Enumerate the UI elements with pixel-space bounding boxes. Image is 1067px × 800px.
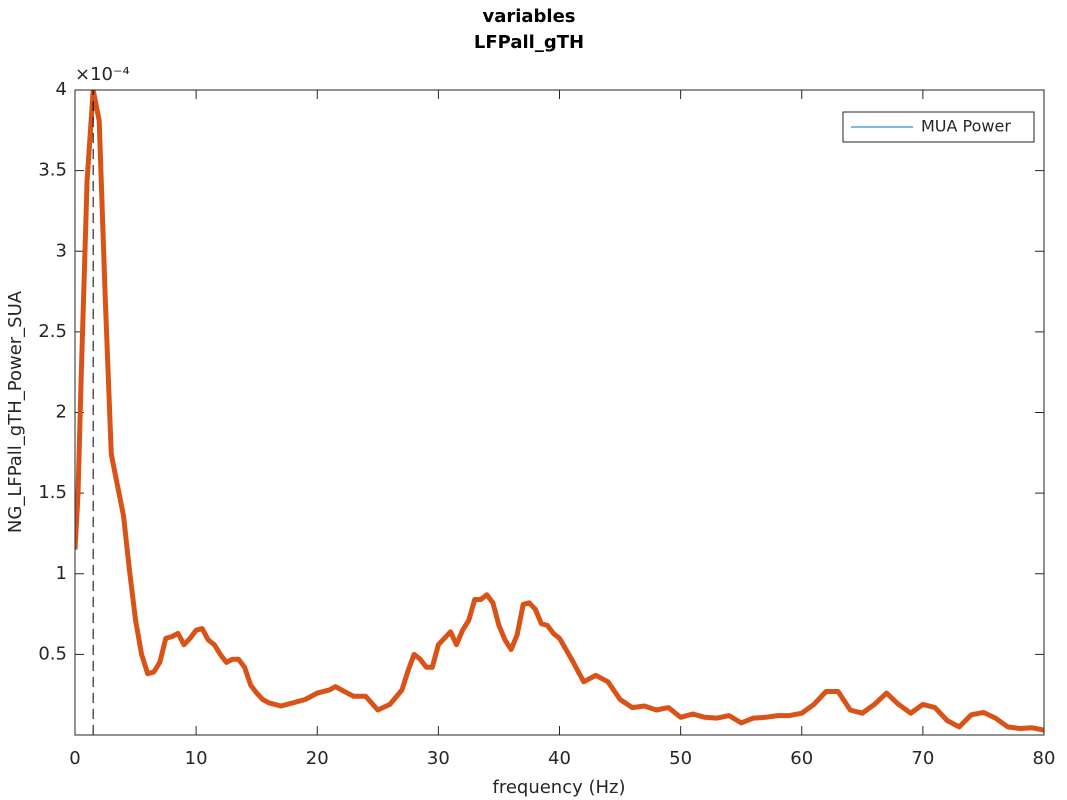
y-tick-label: 0.5 [38, 643, 67, 664]
x-tick-label: 0 [69, 748, 80, 769]
y-tick-label: 4 [56, 79, 67, 100]
chart-title: variables [482, 6, 575, 27]
x-tick-label: 70 [911, 748, 934, 769]
y-tick-label: 2 [56, 402, 67, 423]
y-exponent: ×10⁻⁴ [75, 64, 130, 85]
plot-content: MUA Sxx Peak F: 2 [75, 74, 1044, 735]
chart-subtitle: LFPall_gTH [474, 32, 584, 53]
x-tick-label: 60 [790, 748, 813, 769]
x-tick-label: 40 [548, 748, 571, 769]
x-tick-label: 20 [306, 748, 329, 769]
annotation: MUA Sxx Peak F: 2 [336, 74, 502, 95]
y-tick-label: 2.5 [38, 321, 67, 342]
x-axis-label: frequency (Hz) [492, 777, 625, 798]
x-tick-label: 50 [669, 748, 692, 769]
y-tick-label: 1.5 [38, 482, 67, 503]
x-tick-label: 80 [1033, 748, 1056, 769]
plot-area [75, 90, 1044, 735]
y-axis-label: NG_LFPall_gTH_Power_SUA [5, 290, 26, 533]
y-tick-label: 3 [56, 240, 67, 261]
x-tick-label: 10 [185, 748, 208, 769]
y-tick-label: 1 [56, 563, 67, 584]
line-series [75, 90, 1044, 733]
x-tick-label: 30 [427, 748, 450, 769]
axes-box [74, 89, 1045, 736]
legend-label: MUA Power [921, 117, 1011, 136]
y-tick-label: 3.5 [38, 160, 67, 181]
